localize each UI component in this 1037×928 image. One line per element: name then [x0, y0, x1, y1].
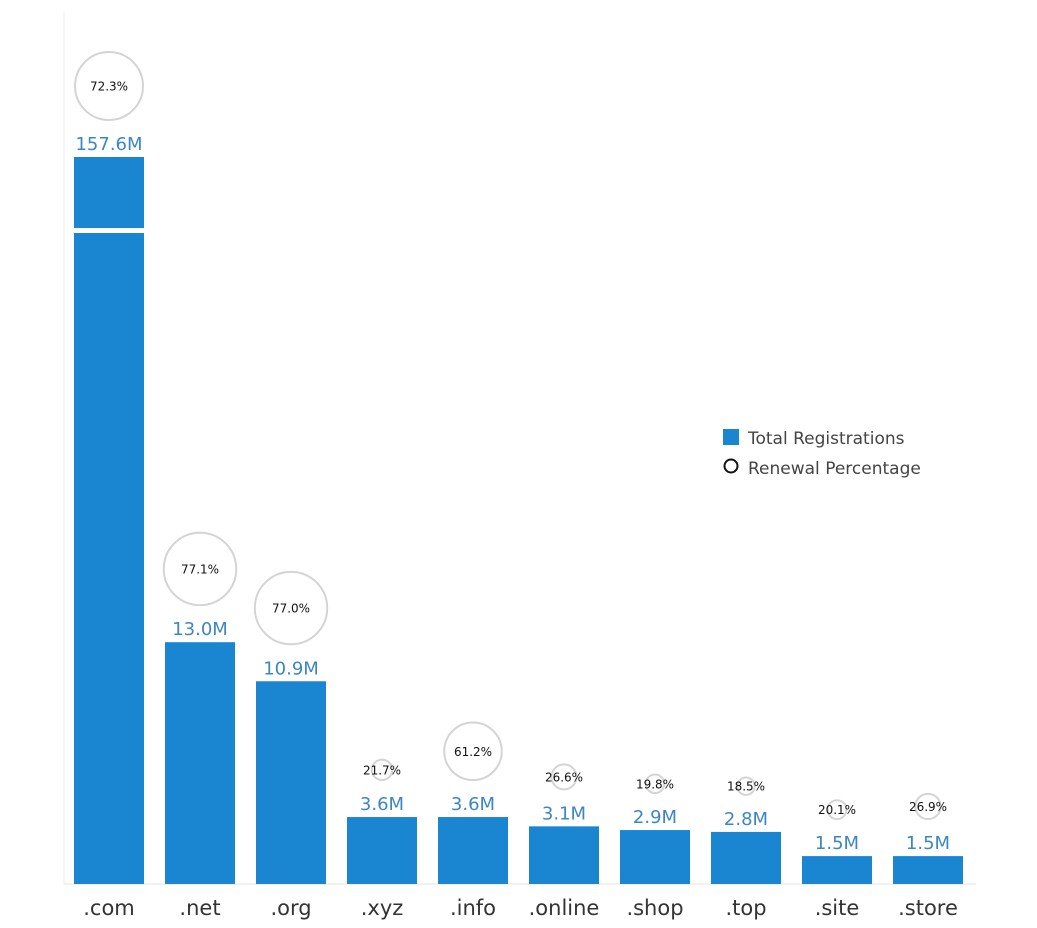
value-label-top: 2.8M [724, 809, 768, 830]
value-label-xyz: 3.6M [360, 794, 404, 815]
category-label-online: .online [529, 896, 600, 920]
renewal-circle-online [550, 763, 578, 791]
category-label-shop: .shop [626, 896, 683, 920]
value-label-shop: 2.9M [633, 807, 677, 828]
renewal-circle-shop [644, 773, 666, 795]
renewal-label-online: 26.6% [545, 770, 583, 784]
bar-online [529, 826, 599, 884]
bar-net [165, 642, 235, 884]
value-label-online: 3.1M [542, 803, 586, 824]
renewal-circle-top [736, 776, 756, 796]
legend-label-registrations: Total Registrations [747, 429, 905, 449]
bar-shop [620, 830, 690, 884]
renewal-label-info: 61.2% [454, 745, 492, 759]
renewal-circle-com [74, 51, 144, 121]
bar-com [74, 157, 144, 884]
category-label-com: .com [83, 896, 135, 920]
renewal-label-org: 77.0% [272, 602, 310, 616]
renewal-circle-org [253, 570, 329, 646]
renewal-label-com: 72.3% [90, 80, 128, 94]
value-label-net: 13.0M [172, 619, 228, 640]
bars-group: 157.6M 72.3% .com 13.0M 77.1% .net 10.9M 77.0%.… [73, 51, 963, 920]
category-label-store: .store [898, 896, 958, 920]
axis-break-gap [73, 228, 145, 233]
legend-circle-swatch [723, 458, 739, 474]
category-label-info: .info [450, 896, 496, 920]
legend-label-renewal: Renewal Percentage [748, 459, 921, 479]
renewal-label-shop: 19.8% [636, 777, 674, 791]
value-label-store: 1.5M [906, 833, 950, 854]
value-label-info: 3.6M [451, 794, 495, 815]
value-label-org: 10.9M [263, 658, 319, 679]
legend-bar-swatch [723, 429, 739, 445]
renewal-circle-site [826, 799, 848, 821]
renewal-label-net: 77.1% [181, 562, 219, 576]
value-label-com: 157.6M [75, 134, 142, 155]
renewal-label-store: 26.9% [909, 800, 947, 814]
bar-org [256, 681, 326, 884]
category-label-org: .org [270, 896, 311, 920]
legend: Total Registrations Renewal Percentage [723, 429, 921, 479]
renewal-circle-net [162, 531, 238, 607]
renewal-label-site: 20.1% [818, 803, 856, 817]
bar-site [802, 856, 872, 884]
category-label-site: .site [815, 896, 860, 920]
renewal-label-top: 18.5% [727, 780, 765, 794]
bar-top [711, 831, 781, 884]
category-label-xyz: .xyz [361, 896, 404, 920]
value-label-site: 1.5M [815, 833, 859, 854]
category-label-net: .net [179, 896, 220, 920]
renewal-circle-info [443, 721, 503, 782]
renewal-label-xyz: 21.7% [363, 763, 401, 777]
bar-xyz [347, 817, 417, 884]
bar-info [438, 817, 508, 884]
bar-store [893, 856, 963, 884]
renewal-circle-xyz [370, 758, 394, 782]
renewal-circle-store [914, 792, 942, 821]
category-label-top: .top [725, 896, 766, 920]
